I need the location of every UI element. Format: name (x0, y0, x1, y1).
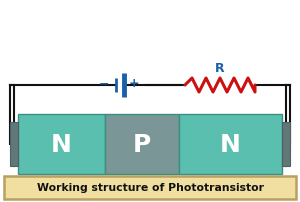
Bar (105, 115, 179, 174)
Bar (179, 115, 282, 174)
Bar (10, 122, 18, 166)
Text: Working structure of Phototransistor: Working structure of Phototransistor (37, 183, 263, 193)
Bar (282, 122, 290, 166)
Bar (18, 115, 105, 174)
Text: R: R (215, 61, 225, 74)
FancyBboxPatch shape (4, 176, 296, 199)
Text: +: + (129, 77, 139, 90)
Text: N: N (51, 132, 72, 156)
Text: P: P (133, 132, 151, 156)
Text: N: N (220, 132, 241, 156)
Text: −: − (99, 77, 109, 90)
